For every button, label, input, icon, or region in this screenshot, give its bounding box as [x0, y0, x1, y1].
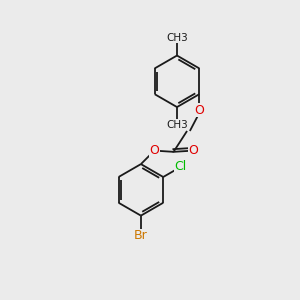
Text: CH3: CH3 [166, 120, 188, 130]
Text: O: O [189, 144, 199, 157]
Text: CH3: CH3 [166, 33, 188, 43]
Text: Br: Br [134, 229, 148, 242]
Text: O: O [149, 144, 159, 157]
Text: Cl: Cl [175, 160, 187, 173]
Text: O: O [194, 103, 204, 117]
